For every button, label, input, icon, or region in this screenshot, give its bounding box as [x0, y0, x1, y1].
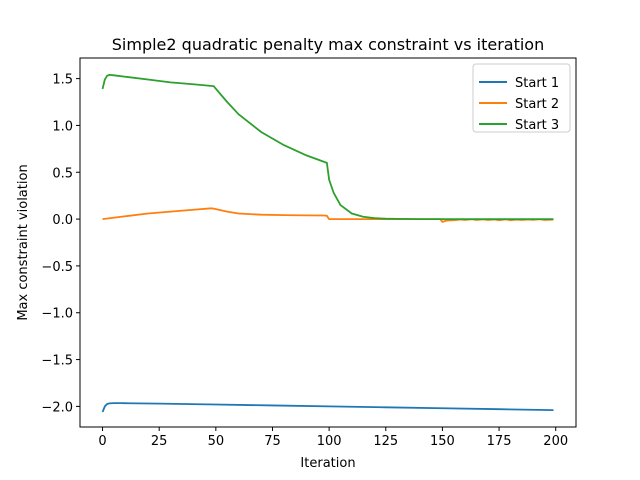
series-line-3 [101, 73, 554, 220]
y-axis-label: Max constraint violation [16, 164, 31, 320]
chart-title: Simple2 quadratic penalty max constraint… [112, 35, 544, 54]
x-tick-label: 200 [543, 434, 568, 449]
axes-frame [79, 57, 577, 428]
y-axis: −2.0 −1.5 −1.0 −0.5 0.0 0.5 1.0 1.5 [41, 73, 80, 415]
x-axis-label: Iteration [300, 456, 355, 471]
legend: Start 1 Start 2 Start 3 [472, 63, 571, 133]
x-tick-label: 175 [487, 434, 512, 449]
series-layer [101, 73, 554, 413]
y-tick-label: 0.0 [52, 213, 73, 228]
y-tick-label: −0.5 [41, 260, 73, 275]
series-line-1 [101, 402, 554, 413]
x-tick-label: 75 [264, 434, 281, 449]
y-tick-label: −1.5 [41, 354, 73, 369]
y-tick-label: 1.0 [52, 119, 73, 134]
legend-label-3: Start 3 [515, 118, 559, 133]
y-tick-label: −1.0 [41, 307, 73, 322]
x-tick-label: 125 [373, 434, 398, 449]
y-tick-label: 0.5 [52, 166, 73, 181]
x-tick-label: 50 [208, 434, 225, 449]
x-tick-label: 100 [317, 434, 342, 449]
y-tick-label: 1.5 [52, 73, 73, 88]
legend-label-1: Start 1 [515, 76, 559, 91]
x-axis: 0 25 50 75 100 125 150 175 200 [98, 427, 568, 449]
legend-label-2: Start 2 [515, 97, 559, 112]
x-tick-label: 0 [98, 434, 106, 449]
x-tick-label: 150 [430, 434, 455, 449]
y-tick-label: −2.0 [41, 400, 73, 415]
x-tick-label: 25 [151, 434, 168, 449]
